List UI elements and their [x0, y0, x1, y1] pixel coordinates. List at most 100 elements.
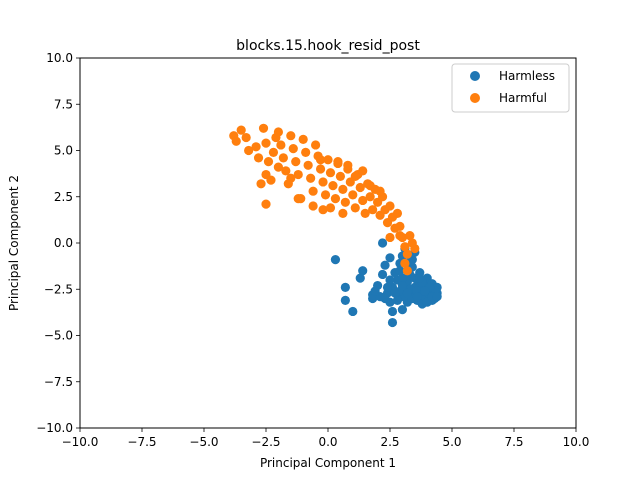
scatter-point-harmful	[291, 157, 301, 167]
scatter-point-harmful	[315, 155, 326, 165]
scatter-point-harmless	[385, 253, 395, 263]
scatter-point-harmless	[392, 295, 403, 305]
scatter-point-harmful	[278, 153, 288, 163]
scatter-point-harmful	[276, 140, 286, 150]
scatter-point-harmful	[407, 238, 417, 248]
scatter-point-harmful	[293, 194, 303, 204]
scatter-point-harmful	[328, 181, 338, 191]
scatter-point-harmful	[288, 144, 298, 154]
scatter-point-harmful	[311, 140, 321, 150]
scatter-point-harmful	[293, 169, 303, 180]
legend-label-harmful: Harmful	[499, 91, 547, 105]
legend-marker-harmless	[470, 71, 480, 81]
chart-title: blocks.15.hook_resid_post	[236, 38, 420, 54]
scatter-point-harmful	[405, 231, 415, 241]
scatter-point-harmless	[420, 286, 430, 296]
scatter-point-harmful	[256, 179, 266, 189]
scatter-point-harmless	[395, 266, 405, 276]
scatter-point-harmless	[397, 280, 407, 291]
scatter-point-harmless	[415, 273, 425, 283]
y-axis-label: Principal Component 2	[7, 175, 21, 311]
scatter-point-harmful	[395, 221, 405, 231]
scatter-point-harmful	[368, 205, 378, 215]
scatter-point-harmful	[286, 131, 296, 141]
scatter-point-harmful	[323, 155, 333, 165]
scatter-point-harmful	[266, 175, 276, 185]
scatter-point-harmful	[315, 164, 326, 174]
scatter-point-harmful	[261, 138, 271, 148]
scatter-point-harmless	[402, 288, 412, 298]
x-axis-ticks: −10.0 −7.5 −5.0 −2.5 0.0 2.5 5.0 7.5 10.0	[62, 428, 590, 449]
scatter-point-harmless	[432, 292, 442, 302]
scatter-point-harmless	[397, 273, 407, 283]
x-tick-label: −2.5	[251, 435, 280, 449]
x-tick-label: −10.0	[62, 435, 99, 449]
scatter-point-harmful	[231, 136, 241, 146]
scatter-point-harmful	[400, 242, 410, 252]
scatter-point-harmful	[402, 266, 412, 276]
series-harmful	[229, 123, 420, 276]
scatter-point-harmless	[330, 255, 341, 265]
y-tick-label: 0.0	[54, 236, 73, 250]
scatter-point-harmful	[358, 195, 368, 206]
scatter-point-harmful	[392, 208, 403, 218]
scatter-point-harmless	[340, 282, 350, 292]
scatter-point-harmless	[355, 273, 365, 283]
legend-label-harmless: Harmless	[499, 69, 555, 83]
scatter-point-harmful	[258, 123, 269, 133]
scatter-point-harmful	[325, 203, 336, 213]
scatter-point-harmless	[377, 269, 388, 280]
scatter-point-harmful	[333, 157, 343, 167]
scatter-point-harmless	[387, 317, 398, 328]
scatter-point-harmful	[335, 171, 345, 181]
scatter-point-harmless	[377, 238, 388, 248]
scatter-point-harmful	[348, 190, 358, 200]
scatter-point-harmless	[368, 293, 378, 304]
scatter-point-harmful	[251, 142, 261, 152]
x-tick-label: −7.5	[127, 435, 156, 449]
scatter-point-harmful	[320, 190, 331, 200]
x-tick-label: 0.0	[318, 435, 337, 449]
scatter-point-harmful	[385, 201, 395, 211]
x-tick-label: 10.0	[563, 435, 590, 449]
y-axis-ticks: −10.0 −7.5 −5.0 −2.5 0.0 2.5 5.0 7.5 10.0	[36, 51, 80, 435]
scatter-point-harmful	[241, 132, 251, 143]
y-tick-label: 7.5	[54, 97, 73, 111]
scatter-point-harmful	[318, 177, 328, 187]
scatter-point-harmful	[286, 173, 296, 183]
x-tick-label: 7.5	[504, 435, 523, 449]
x-tick-label: 5.0	[442, 435, 461, 449]
scatter-point-harmless	[390, 288, 400, 298]
scatter-point-harmful	[281, 166, 291, 176]
x-axis-label: Principal Component 1	[260, 456, 396, 470]
scatter-point-harmful	[308, 186, 318, 196]
y-tick-label: −2.5	[44, 282, 73, 296]
scatter-point-harmful	[338, 184, 348, 194]
scatter-point-harmful	[273, 127, 283, 137]
legend-marker-harmful	[470, 93, 480, 103]
scatter-point-harmful	[273, 162, 283, 172]
scatter-point-harmful	[306, 173, 316, 183]
plot-area	[229, 123, 442, 328]
scatter-point-harmless	[397, 305, 407, 315]
y-tick-label: 2.5	[54, 190, 73, 204]
plot-frame	[79, 57, 577, 429]
scatter-point-harmful	[338, 208, 348, 218]
scatter-point-harmful	[303, 160, 313, 170]
y-tick-label: −10.0	[36, 421, 73, 435]
y-tick-label: −7.5	[44, 375, 73, 389]
legend-box	[451, 63, 570, 113]
y-tick-label: −5.0	[44, 329, 73, 343]
scatter-point-harmless	[385, 275, 395, 285]
y-tick-label: 5.0	[54, 144, 73, 158]
scatter-point-harmful	[318, 205, 328, 215]
scatter-point-harmless	[380, 260, 390, 270]
scatter-point-harmless	[387, 306, 398, 317]
scatter-point-harmful	[301, 147, 311, 157]
scatter-point-harmful	[395, 231, 405, 241]
scatter-point-harmless	[340, 295, 350, 305]
scatter-point-harmful	[355, 182, 365, 193]
scatter-point-harmful	[402, 249, 412, 259]
scatter-point-harmful	[253, 153, 264, 163]
scatter-point-harmful	[350, 203, 360, 213]
